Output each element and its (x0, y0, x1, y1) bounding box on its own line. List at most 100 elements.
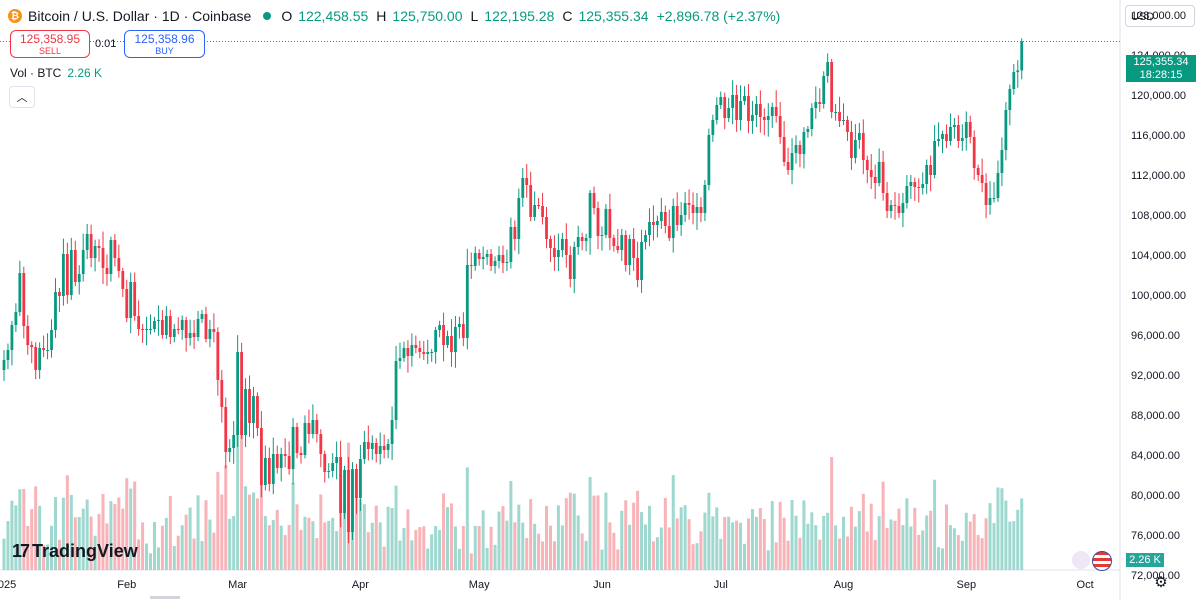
volume-bar (525, 538, 529, 570)
volume-bar (529, 499, 533, 570)
ohlc-open-key: O (281, 8, 293, 24)
volume-bar (941, 548, 945, 570)
volume-bar (22, 489, 26, 570)
volume-bar (711, 516, 715, 570)
volume-bar (675, 518, 679, 570)
candle-body (620, 235, 624, 250)
symbol-title[interactable]: Bitcoin / U.S. Dollar · 1D · Coinbase (28, 8, 252, 24)
volume-bar (849, 506, 853, 570)
candle-body (822, 76, 826, 104)
buy-button[interactable]: 125,358.96 BUY (124, 30, 205, 58)
candle-body (964, 122, 968, 138)
volume-bar (624, 500, 628, 570)
volume-bar (485, 547, 489, 570)
candle-body (521, 178, 525, 198)
market-open-icon (263, 12, 272, 20)
candle-body (786, 162, 790, 170)
candle-body (180, 320, 184, 330)
volume-bar (30, 509, 34, 570)
candle-body (564, 239, 568, 255)
candle-body (553, 248, 556, 257)
candle-body (695, 207, 699, 213)
volume-bar (826, 512, 830, 570)
candle-body (723, 97, 727, 118)
volume-bar (394, 485, 398, 570)
candle-body (1016, 70, 1020, 72)
volume-bar (232, 516, 236, 570)
candle-body (450, 336, 453, 352)
tradingview-logo[interactable]: 17 TradingView (12, 541, 138, 562)
candle-body (857, 133, 861, 140)
candle-body (224, 407, 228, 452)
candle-body (256, 396, 259, 428)
volume-bar (640, 512, 644, 570)
volume-bar (964, 512, 968, 570)
volume-bar (319, 494, 323, 570)
candle-body (671, 206, 675, 238)
volume-bar (398, 540, 402, 570)
candle-body (192, 333, 196, 337)
volume-bar (715, 507, 719, 570)
candle-body (271, 454, 275, 484)
ohlc-low-key: L (470, 8, 479, 24)
volume-bar (414, 529, 418, 570)
candle-body (996, 173, 1000, 198)
candle-body (814, 102, 818, 108)
volume-bar (853, 526, 857, 570)
ohlc-high-key: H (376, 8, 387, 24)
candle-body (85, 234, 89, 250)
volume-bar (996, 487, 1000, 570)
time-scroll-handle[interactable] (150, 596, 180, 599)
volume-bar (683, 505, 687, 570)
candle-body (30, 345, 34, 347)
volume-bar (731, 522, 735, 570)
candle-body (359, 459, 362, 498)
candle-body (810, 108, 814, 129)
currency-select[interactable]: USD (1125, 5, 1195, 27)
candle-body (945, 134, 948, 141)
volume-bar (901, 525, 905, 570)
gear-icon[interactable]: ⚙ (1154, 574, 1168, 591)
candle-body (640, 242, 643, 280)
candle-body (881, 162, 885, 193)
volume-bar (192, 538, 196, 570)
y-tick-label: 108,000.00 (1131, 210, 1186, 222)
candle-body (351, 469, 354, 532)
candle-body (675, 206, 679, 225)
y-tick-label: 80,000.00 (1131, 490, 1180, 502)
volume-bar (172, 546, 176, 570)
volume-bar (6, 521, 10, 570)
ohlc-high-value: 125,750.00 (392, 8, 463, 24)
candle-body (901, 203, 905, 213)
volume-bar (327, 520, 331, 570)
volume-bar (893, 520, 897, 570)
candle-body (656, 221, 659, 225)
volume-bar (358, 499, 362, 570)
y-tick-label: 112,000.00 (1131, 170, 1185, 182)
collapse-legend-button[interactable]: ︿ (9, 86, 35, 108)
event-flags[interactable] (1072, 551, 1112, 571)
candle-body (362, 442, 366, 459)
candle-body (612, 238, 616, 246)
volume-bar (117, 497, 121, 570)
volume-bar (845, 536, 849, 570)
volume-legend[interactable]: Vol · BTC 2.26 K (10, 66, 102, 80)
candle-body (913, 182, 917, 187)
volume-bar (46, 544, 50, 570)
volume-bar (331, 517, 335, 570)
volume-bar (418, 527, 422, 570)
candle-body (596, 208, 600, 236)
sell-button[interactable]: 125,358.95 SELL (10, 30, 90, 58)
volume-bar (663, 497, 667, 570)
volume-bar (952, 528, 956, 570)
volume-bar (149, 553, 153, 570)
volume-bar (224, 465, 228, 570)
volume-bar (307, 517, 311, 570)
candle-body (949, 127, 952, 141)
candle-body (861, 133, 865, 160)
candle-body (461, 324, 465, 338)
volume-bar (390, 508, 394, 570)
buy-label: BUY (155, 46, 174, 56)
volume-bar (604, 492, 608, 570)
